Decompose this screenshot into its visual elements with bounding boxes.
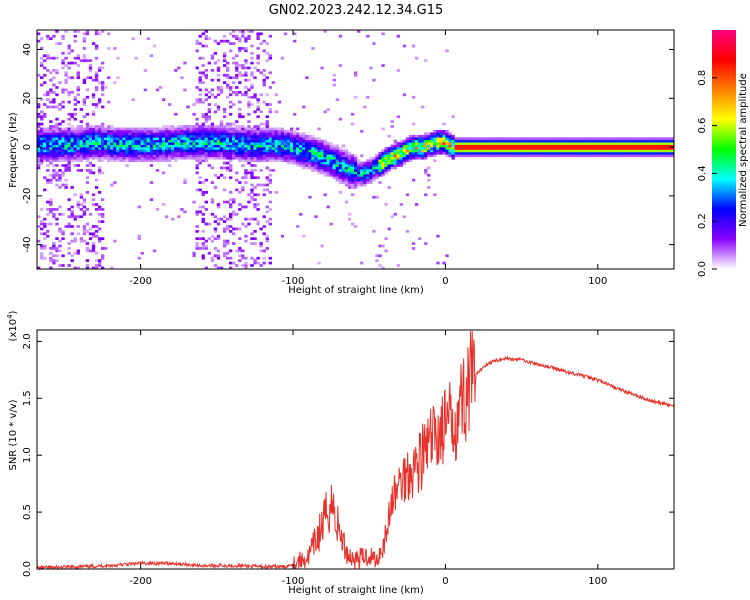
snr-y-label: SNR (10 * v/v) [8,399,19,470]
colorbar-tick-label: 0.2 [697,213,708,229]
figure-title: GN02.2023.242.12.34.G15 [269,3,444,18]
x-tick-label: 100 [588,576,607,587]
spectrogram-x-label: Height of straight line (km) [288,285,424,296]
x-tick-label: -100 [282,276,305,287]
snr-x-label: Height of straight line (km) [288,585,424,596]
snr-y-ticks: 0.0 0.5 1.0 1.5 2.0 [22,333,674,577]
y-tick-label: 40 [22,43,33,56]
x-tick-label: 0 [442,576,448,587]
spectrogram-frame [36,29,675,270]
y-tick-label: 0.0 [22,561,33,577]
snr-series-line [36,331,675,571]
snr-x-ticks: -200 -100 0 100 [129,330,607,587]
x-tick-label: 100 [588,276,607,287]
colorbar-tick-label: 0.4 [697,165,708,181]
spectrogram-y-label: Frequency (Hz) [8,112,19,188]
y-tick-label: 0 [22,144,33,150]
y-tick-label: 0.5 [22,504,33,520]
x-tick-label: -200 [129,576,152,587]
y-tick-label: -20 [22,188,33,204]
x-tick-label: -100 [282,576,305,587]
colorbar-tick-label: 0.8 [697,70,708,86]
y-tick-label: 1.0 [22,447,33,463]
snr-y-multiplier: (x104) [6,310,19,341]
spectrogram-y-ticks: -40 -20 0 20 40 [22,43,674,253]
snr-panel: -200 -100 0 100 0.0 0.5 1.0 1.5 2.0 Height of s… [6,310,675,596]
spectrogram-heatmap [37,30,675,270]
y-tick-label: 2.0 [22,333,33,349]
colorbar: 0.0 0.2 0.4 0.6 0.8 Normalized spectral ampl… [697,30,749,277]
spectrogram-x-ticks: -200 -100 0 100 [129,30,607,287]
y-tick-label: -40 [22,236,33,252]
y-tick-label: 1.5 [22,390,33,406]
y-tick-label: 20 [22,92,33,105]
x-tick-label: 0 [442,276,448,287]
snr-frame [36,329,675,570]
colorbar-label: Normalized spectral amplitude [738,73,749,227]
x-tick-label: -200 [129,276,152,287]
colorbar-ticks: 0.0 0.2 0.4 0.6 0.8 [697,70,717,277]
colorbar-tick-label: 0.0 [697,261,708,277]
colorbar-tick-label: 0.6 [697,118,708,134]
colorbar-gradient [712,30,736,269]
